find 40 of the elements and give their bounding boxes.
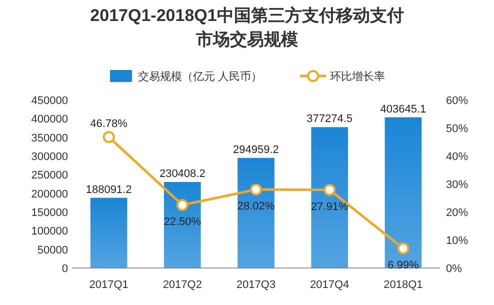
- x-tick-label: 2017Q1: [89, 279, 128, 291]
- point: [102, 131, 115, 144]
- legend-label: 交易规模（亿元 人民币）: [138, 70, 262, 83]
- data-label: 188091.2: [86, 184, 132, 196]
- data-label: 27.91%: [310, 200, 348, 213]
- y-tick-label: 250000: [31, 170, 68, 182]
- y-tick-label: 150000: [31, 207, 68, 219]
- x-tick-label: 2017Q2: [162, 279, 202, 291]
- legend-label: 环比增长率: [330, 70, 386, 83]
- y2-tick-label: 60%: [446, 95, 468, 107]
- y-tick-label: 100000: [31, 226, 68, 238]
- x-tick-label: 2018Q1: [384, 279, 423, 291]
- y-tick-label: 50000: [37, 244, 68, 256]
- y-tick-label: 350000: [31, 132, 68, 144]
- point: [397, 242, 410, 254]
- y2-tick-label: 30%: [446, 179, 468, 191]
- y-tick-label: 0: [62, 263, 68, 275]
- data-label: 294959.2: [233, 144, 279, 156]
- y2-tick-label: 50%: [446, 123, 468, 135]
- data-label: 377274.5: [306, 113, 353, 126]
- point: [324, 184, 336, 196]
- chart-title: 2017Q1-2018Q1中国第三方支付移动支付市场交易规模: [89, 5, 405, 51]
- y-tick-label: 400000: [31, 114, 68, 126]
- y2-tick-label: 20%: [446, 207, 468, 219]
- y2-tick-label: 0%: [446, 263, 462, 275]
- y-tick-label: 300000: [31, 151, 68, 163]
- data-label: 46.78%: [90, 118, 128, 130]
- data-label: 6.99%: [388, 259, 420, 272]
- point: [250, 184, 262, 196]
- y-tick-label: 450000: [31, 95, 68, 107]
- y2-tick-label: 10%: [446, 235, 468, 247]
- point: [176, 199, 188, 211]
- y-tick-label: 200000: [31, 188, 68, 200]
- y2-tick-label: 40%: [446, 151, 468, 163]
- x-tick-label: 2017Q4: [310, 279, 350, 291]
- data-label: 22.50%: [164, 216, 202, 228]
- data-label: 403645.1: [380, 103, 426, 116]
- data-label: 28.02%: [237, 200, 275, 213]
- data-label: 230408.2: [159, 168, 206, 180]
- x-tick-label: 2017Q3: [236, 279, 276, 291]
